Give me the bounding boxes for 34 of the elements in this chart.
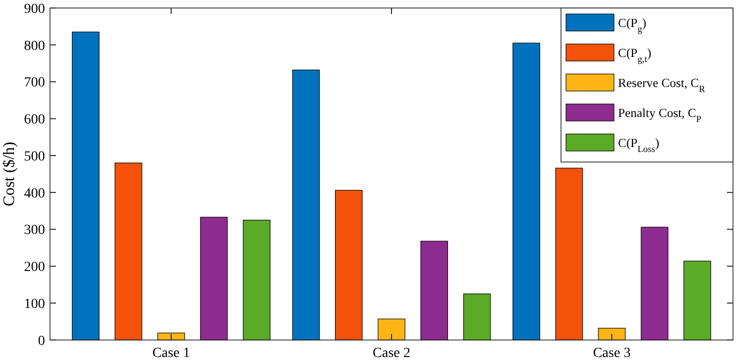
bar	[378, 318, 406, 340]
bar	[72, 32, 100, 340]
bar	[640, 226, 668, 340]
bar	[334, 190, 363, 340]
y-tick-label: 700	[24, 76, 45, 91]
bar	[512, 42, 540, 340]
y-tick-label: 500	[24, 149, 45, 164]
legend-label: C(P$_{Loss}$)	[618, 136, 660, 155]
bar	[463, 294, 491, 340]
bar	[242, 220, 270, 340]
y-tick-label: 100	[24, 297, 45, 312]
legend-label: Penalty Cost, C$_{P}$	[618, 106, 702, 125]
y-tick-label: 200	[24, 260, 45, 276]
y-tick-label: 800	[24, 38, 45, 54]
bar	[157, 332, 185, 340]
x-tick-label: Case 2	[372, 346, 410, 361]
bar	[420, 240, 448, 340]
x-tick-label: Case 1	[152, 346, 190, 361]
legend-label: C(P$_{g}$)	[618, 16, 646, 35]
legend-label: Reserve Cost, C$_{R}$	[618, 76, 706, 95]
y-tick-label: 300	[24, 223, 45, 238]
y-tick-label: 0	[38, 334, 45, 349]
bar	[114, 162, 142, 340]
bar	[684, 260, 712, 340]
y-tick-label: 400	[24, 186, 45, 202]
x-tick-label: Case 3	[592, 346, 631, 361]
y-tick-label: 900	[24, 2, 45, 17]
bar	[292, 70, 320, 340]
y-tick-label: 600	[24, 112, 45, 128]
bar	[555, 168, 583, 340]
bar	[200, 216, 228, 340]
bar	[598, 328, 626, 340]
y-axis-title: Cost ($/h)	[1, 142, 18, 206]
legend-label: C(P$_{g,t}$)	[618, 46, 652, 65]
